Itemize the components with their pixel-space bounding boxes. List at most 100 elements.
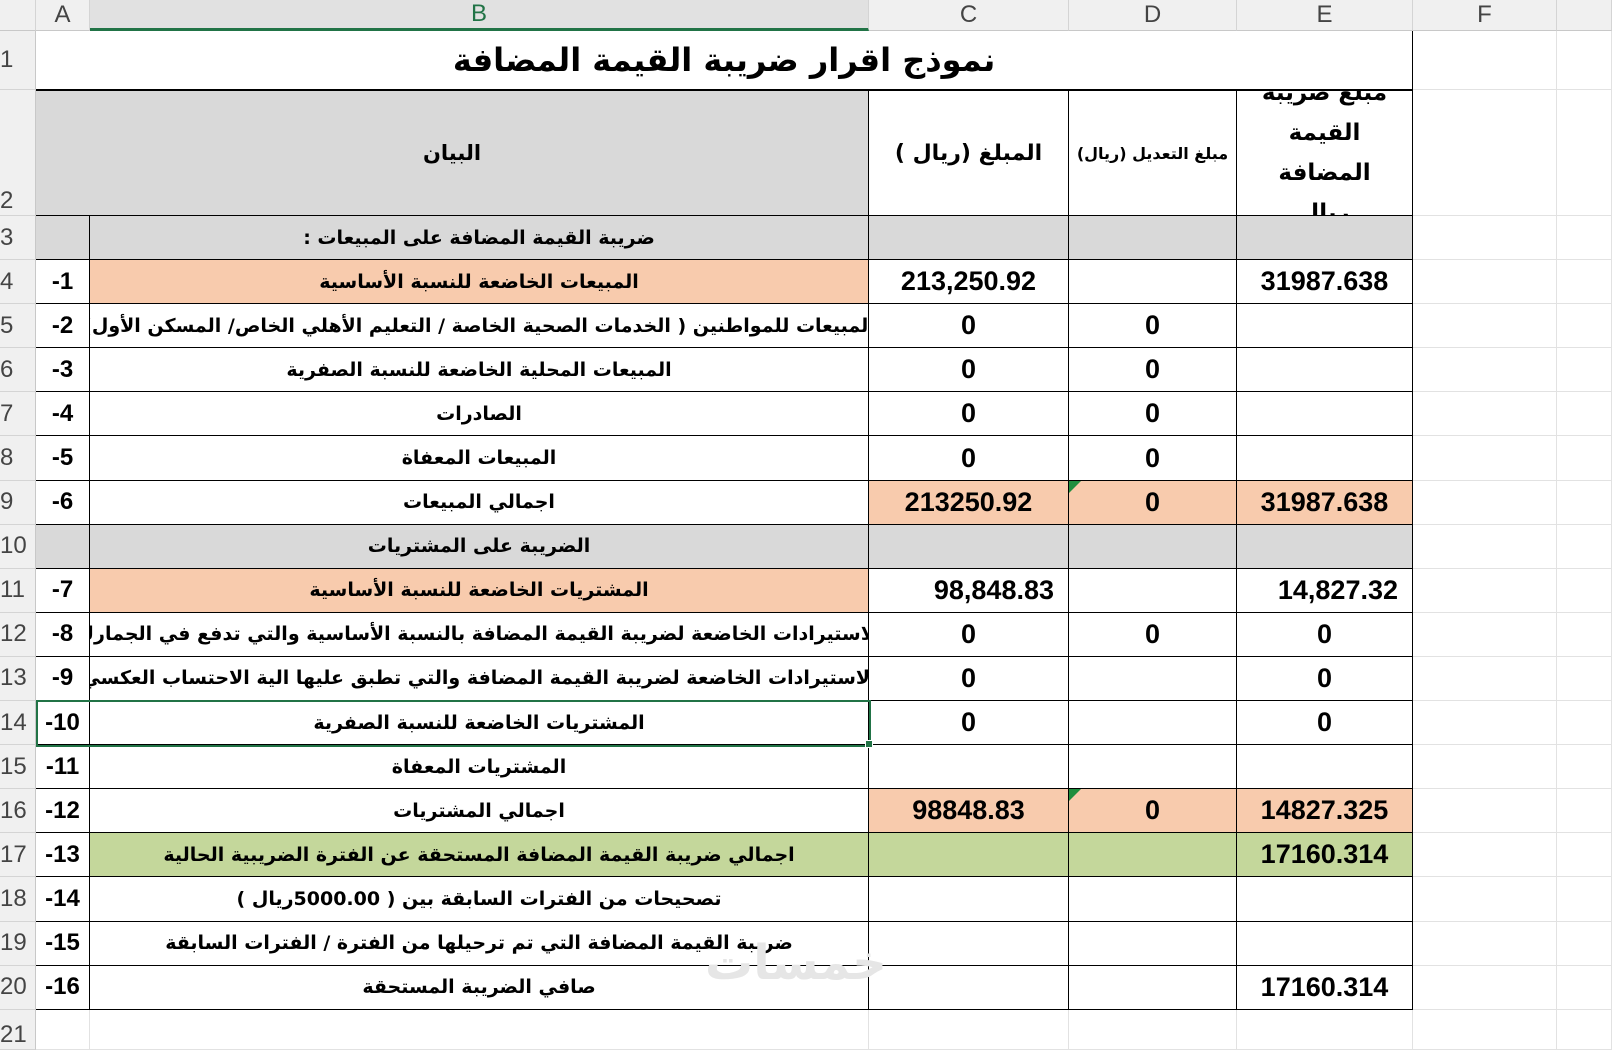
amount-cell[interactable]: 0 — [869, 436, 1069, 481]
description-cell[interactable]: ضريبة القيمة المضافة على المبيعات : — [90, 216, 869, 261]
header-amount[interactable]: المبلغ (ريال ) — [869, 90, 1069, 216]
cell-G16[interactable] — [1557, 789, 1612, 834]
description-cell[interactable]: الاستيرادات الخاضعة لضريبة القيمة المضاف… — [90, 656, 869, 702]
amount-cell[interactable]: 0 — [869, 701, 1069, 746]
cell-G7[interactable] — [1557, 392, 1612, 437]
column-header-b[interactable]: B — [90, 0, 869, 31]
vat-amount-cell[interactable]: 0 — [1237, 701, 1413, 746]
description-cell[interactable]: اجمالي المشتريات — [90, 789, 869, 834]
row-number-cell[interactable]: 9- — [36, 656, 90, 702]
row-header-20[interactable]: 20 — [0, 965, 36, 1010]
row-number-cell[interactable]: 1- — [36, 260, 90, 305]
cell-F13[interactable] — [1413, 656, 1557, 702]
row-header-12[interactable]: 12 — [0, 612, 36, 657]
column-header-c[interactable]: C — [869, 0, 1069, 31]
amount-cell[interactable]: 0 — [869, 656, 1069, 702]
adjustment-cell[interactable]: 0 — [1069, 612, 1237, 657]
row-header-4[interactable]: 4 — [0, 260, 36, 305]
row-header-1[interactable]: 1 — [0, 31, 36, 90]
row-header-11[interactable]: 11 — [0, 568, 36, 613]
amount-cell[interactable] — [869, 216, 1069, 261]
adjustment-cell[interactable] — [1069, 568, 1237, 613]
row-number-cell[interactable]: 12- — [36, 789, 90, 834]
cell-G2[interactable] — [1557, 90, 1612, 216]
vat-amount-cell[interactable]: 17160.314 — [1237, 965, 1413, 1010]
adjustment-cell[interactable]: 0 — [1069, 480, 1237, 525]
empty-cell[interactable] — [1069, 1009, 1237, 1050]
amount-cell[interactable]: 0 — [869, 348, 1069, 393]
adjustment-cell[interactable]: 0 — [1069, 392, 1237, 437]
amount-cell[interactable] — [869, 745, 1069, 790]
cell-G13[interactable] — [1557, 656, 1612, 702]
cell-G17[interactable] — [1557, 833, 1612, 878]
vat-amount-cell[interactable]: 17160.314 — [1237, 833, 1413, 878]
header-adjustment[interactable]: مبلغ التعديل (ريال) — [1069, 90, 1237, 216]
amount-cell[interactable]: 98,848.83 — [869, 568, 1069, 613]
description-cell[interactable]: الضريبة على المشتريات — [90, 524, 869, 569]
row-number-cell[interactable]: 2- — [36, 304, 90, 349]
row-header-18[interactable]: 18 — [0, 877, 36, 922]
cell-G14[interactable] — [1557, 701, 1612, 746]
cell-G5[interactable] — [1557, 304, 1612, 349]
column-header-a[interactable]: A — [36, 0, 90, 31]
cell-G1[interactable] — [1557, 31, 1612, 90]
adjustment-cell[interactable]: 0 — [1069, 789, 1237, 834]
adjustment-cell[interactable] — [1069, 745, 1237, 790]
row-number-cell[interactable]: 14- — [36, 877, 90, 922]
row-header-14[interactable]: 14 — [0, 701, 36, 746]
cell-G11[interactable] — [1557, 568, 1612, 613]
cell-G8[interactable] — [1557, 436, 1612, 481]
cell-F8[interactable] — [1413, 436, 1557, 481]
adjustment-cell[interactable]: 0 — [1069, 304, 1237, 349]
row-number-cell[interactable]: 8- — [36, 612, 90, 657]
cell-F5[interactable] — [1413, 304, 1557, 349]
amount-cell[interactable] — [869, 921, 1069, 966]
adjustment-cell[interactable]: 0 — [1069, 348, 1237, 393]
row-header-2[interactable]: 2 — [0, 90, 36, 216]
row-header-17[interactable]: 17 — [0, 833, 36, 878]
adjustment-cell[interactable] — [1069, 965, 1237, 1010]
cell-F19[interactable] — [1413, 921, 1557, 966]
description-cell[interactable]: المبيعات المحلية الخاضعة للنسبة الصفرية — [90, 348, 869, 393]
empty-cell[interactable] — [1413, 1009, 1557, 1050]
cell-G18[interactable] — [1557, 877, 1612, 922]
error-indicator-icon[interactable] — [1069, 480, 1081, 493]
vat-amount-cell[interactable] — [1237, 392, 1413, 437]
row-number-cell[interactable]: 3- — [36, 348, 90, 393]
cell-G19[interactable] — [1557, 921, 1612, 966]
select-all-corner[interactable] — [0, 0, 36, 31]
row-header-8[interactable]: 8 — [0, 436, 36, 481]
description-cell[interactable]: المبيعات المعفاة — [90, 436, 869, 481]
description-cell[interactable]: تصحيحات من الفترات السابقة بين ( 5000.00… — [90, 877, 869, 922]
cell-F2[interactable] — [1413, 90, 1557, 216]
vat-amount-cell[interactable]: 31987.638 — [1237, 480, 1413, 525]
vat-amount-cell[interactable] — [1237, 745, 1413, 790]
cell-F6[interactable] — [1413, 348, 1557, 393]
vat-amount-cell[interactable]: 0 — [1237, 612, 1413, 657]
amount-cell[interactable] — [869, 965, 1069, 1010]
cell-F10[interactable] — [1413, 524, 1557, 569]
description-cell[interactable]: الصادرات — [90, 392, 869, 437]
cell-G15[interactable] — [1557, 745, 1612, 790]
amount-cell[interactable]: 98848.83 — [869, 789, 1069, 834]
row-number-cell[interactable]: 7- — [36, 568, 90, 613]
adjustment-cell[interactable] — [1069, 833, 1237, 878]
row-header-5[interactable]: 5 — [0, 304, 36, 349]
row-header-10[interactable]: 10 — [0, 524, 36, 569]
form-title[interactable]: نموذج اقرار ضريبة القيمة المضافة — [36, 31, 1413, 90]
row-header-7[interactable]: 7 — [0, 392, 36, 437]
row-header-9[interactable]: 9 — [0, 480, 36, 525]
adjustment-cell[interactable] — [1069, 701, 1237, 746]
row-header-15[interactable]: 15 — [0, 745, 36, 790]
cell-F3[interactable] — [1413, 216, 1557, 261]
cell-F7[interactable] — [1413, 392, 1557, 437]
description-cell[interactable]: اجمالي المبيعات — [90, 480, 869, 525]
vat-amount-cell[interactable]: 14827.325 — [1237, 789, 1413, 834]
amount-cell[interactable]: 0 — [869, 304, 1069, 349]
cell-F11[interactable] — [1413, 568, 1557, 613]
row-number-cell[interactable]: 15- — [36, 921, 90, 966]
empty-cell[interactable] — [1237, 1009, 1413, 1050]
description-cell[interactable]: اجمالي ضريبة القيمة المضافة المستحقة عن … — [90, 833, 869, 878]
cell-F16[interactable] — [1413, 789, 1557, 834]
cell-G9[interactable] — [1557, 480, 1612, 525]
